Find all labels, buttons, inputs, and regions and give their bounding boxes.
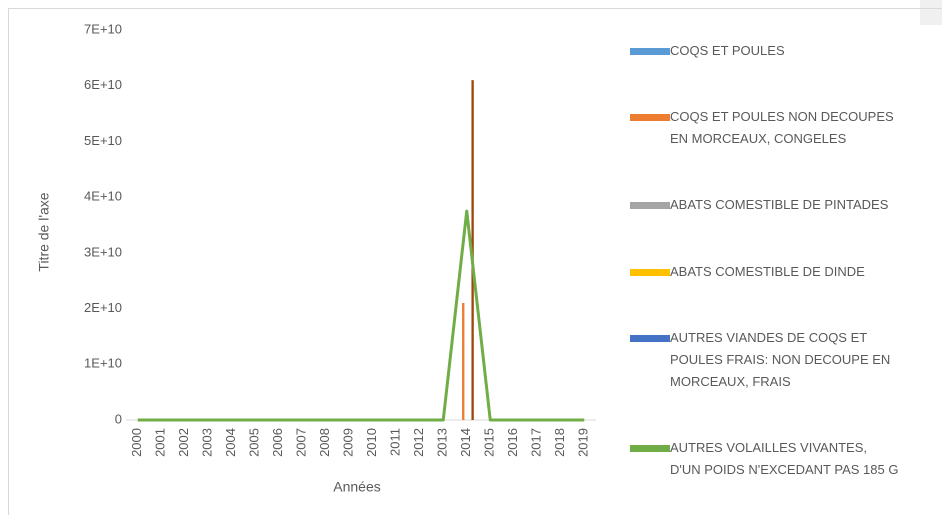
x-tick-label: 2006 <box>270 428 285 457</box>
x-tick-label: 2017 <box>529 428 544 457</box>
legend-swatch <box>630 48 670 56</box>
x-tick-label: 2002 <box>176 428 191 457</box>
bar <box>462 303 465 420</box>
x-tick-label: 2011 <box>388 428 403 456</box>
y-tick-label: 4E+10 <box>84 189 122 204</box>
x-tick-label: 2016 <box>505 428 520 457</box>
x-tick-label: 2005 <box>247 428 262 457</box>
legend-label: ABATS COMESTIBLE DE PINTADES <box>670 197 889 213</box>
legend-entry: AUTRES VOLAILLES VIVANTES, D'UN POIDS N'… <box>630 437 910 481</box>
x-tick-label: 2010 <box>364 428 379 457</box>
x-tick-label: 2008 <box>317 428 332 457</box>
legend-label: ABATS COMESTIBLE DE DINDE <box>670 263 865 279</box>
chart-border <box>8 8 942 515</box>
side-strip <box>920 0 942 25</box>
x-tick-label: 2009 <box>341 428 356 457</box>
legend-entry: COQS ET POULES NON DECOUPES EN MORCEAUX,… <box>630 106 910 150</box>
legend-label: COQS ET POULES <box>670 43 785 59</box>
legend-swatch <box>630 202 670 210</box>
y-tick-label: 2E+10 <box>84 300 122 315</box>
legend-swatch <box>630 114 670 122</box>
x-tick-label: 2014 <box>458 428 473 457</box>
legend: COQS ET POULES COQS ET POULES NON DECOUPE… <box>630 18 910 503</box>
legend-entry: ABATS COMESTIBLE DE PINTADES <box>630 194 910 216</box>
line-series <box>137 209 585 422</box>
y-tick-label: 6E+10 <box>84 77 122 92</box>
y-tick-label: 0 <box>115 411 122 426</box>
x-tick-label: 2018 <box>552 428 567 457</box>
legend-label: COQS ET POULES NON DECOUPES EN MORCEAUX,… <box>670 109 894 147</box>
y-axis-title: Titre de l'axe <box>36 192 52 271</box>
x-tick-label: 2007 <box>294 428 309 457</box>
legend-entry: AUTRES VIANDES DE COQS ET POULES FRAIS: … <box>630 327 910 393</box>
y-tick-label: 7E+10 <box>84 21 122 36</box>
x-tick-label: 2003 <box>200 428 215 457</box>
y-tick-label: 5E+10 <box>84 133 122 148</box>
x-tick-label: 2001 <box>153 428 168 457</box>
x-tick-label: 2015 <box>482 428 497 457</box>
x-tick-label: 2019 <box>576 428 591 457</box>
legend-label: AUTRES VOLAILLES VIVANTES, D'UN POIDS N'… <box>670 439 899 477</box>
x-axis-title: Années <box>333 479 380 495</box>
x-tick-label: 2000 <box>129 428 144 457</box>
x-tick-label: 2013 <box>435 428 450 457</box>
x-tick-label: 2012 <box>411 428 426 457</box>
legend-entry: COQS ET POULES <box>630 40 910 62</box>
x-tick-label: 2004 <box>223 428 238 457</box>
legend-entry: ABATS COMESTIBLE DE DINDE <box>630 261 910 283</box>
y-tick-label: 3E+10 <box>84 244 122 259</box>
legend-swatch <box>630 334 670 342</box>
y-tick-label: 1E+10 <box>84 356 122 371</box>
legend-label: AUTRES VIANDES DE COQS ET POULES FRAIS: … <box>670 329 891 389</box>
legend-swatch <box>630 268 670 276</box>
legend-swatch <box>630 444 670 452</box>
